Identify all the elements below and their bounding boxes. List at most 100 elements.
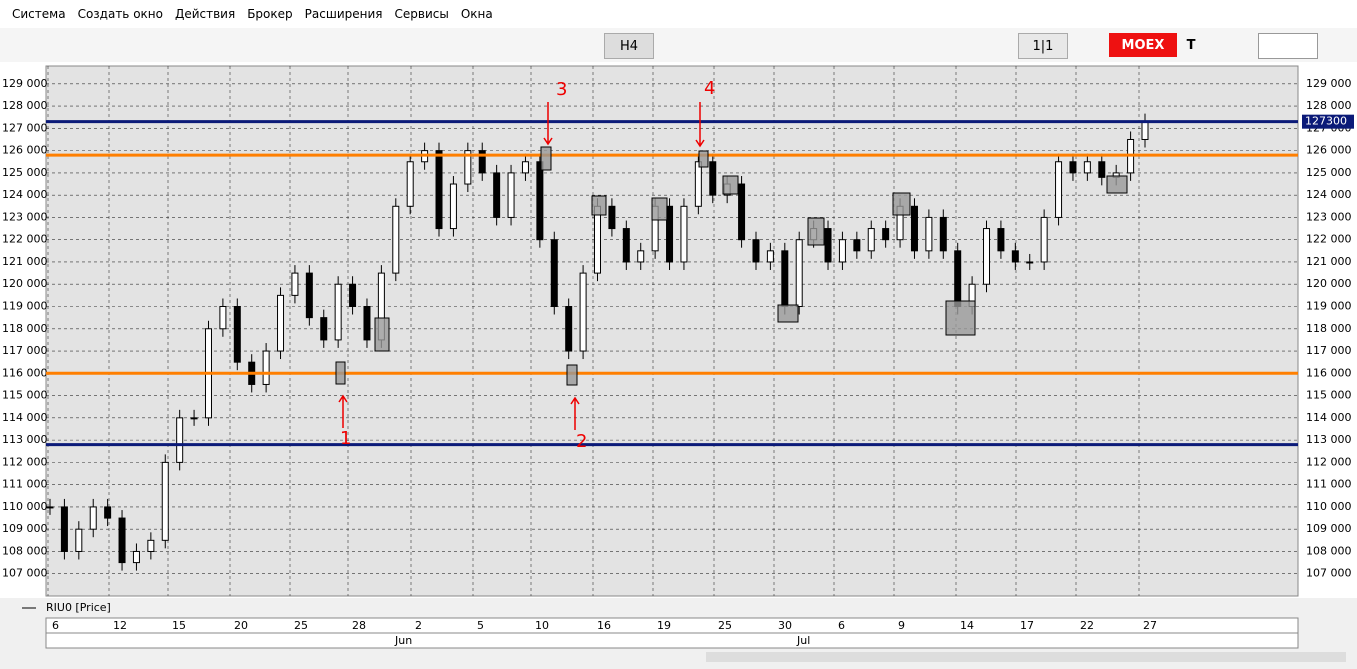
candle (680, 205, 688, 263)
x-tick-label: 17 (1020, 619, 1034, 632)
annotation: 4 (704, 78, 715, 99)
candle (75, 528, 83, 552)
candle (46, 506, 54, 509)
candle (853, 239, 861, 252)
y-tick-label: 114 000 (1306, 411, 1352, 424)
candle (954, 250, 962, 308)
legend: RIU0 [Price] (46, 601, 111, 614)
y-tick-label: 122 000 (2, 233, 48, 246)
candle (622, 228, 630, 263)
candle (637, 250, 645, 263)
candle (1069, 161, 1077, 174)
y-tick-label: 121 000 (2, 255, 48, 268)
candle (478, 150, 486, 174)
y-tick-label: 123 000 (1306, 210, 1352, 223)
x-tick-label: 12 (113, 619, 127, 632)
candle (1083, 161, 1091, 174)
annotation: 3 (556, 79, 567, 100)
t[interactable]: T (1186, 37, 1196, 53)
candle (507, 172, 515, 218)
candle (838, 239, 846, 263)
x-tick-label: 20 (234, 619, 248, 632)
y-tick-label: 124 000 (1306, 188, 1352, 201)
candle (147, 539, 155, 552)
candle (1011, 250, 1019, 263)
candle (132, 550, 140, 564)
y-tick-label: 108 000 (2, 544, 48, 557)
menu-item[interactable]: Действия (174, 7, 236, 21)
x-month-label: Jul (796, 634, 810, 647)
candle (219, 306, 227, 330)
candle (1055, 161, 1063, 218)
menu-item[interactable]: Расширения (304, 7, 383, 21)
y-tick-label: 113 000 (1306, 433, 1352, 446)
candle (104, 506, 112, 519)
y-tick-label: 110 000 (1306, 500, 1352, 513)
menu-item[interactable]: Создать окно (77, 7, 163, 21)
annotation: 2 (576, 431, 587, 452)
x-tick-label: 16 (597, 619, 611, 632)
candle (752, 239, 760, 263)
candle (709, 161, 717, 196)
candle (608, 205, 616, 230)
x-tick-label: 25 (294, 619, 308, 632)
candle (579, 272, 587, 352)
price-tag (1302, 114, 1354, 129)
pager[interactable]: 1|1 (1018, 33, 1068, 59)
y-tick-label: 117 000 (2, 344, 48, 357)
x-tick-label: 19 (657, 619, 671, 632)
y-tick-label: 123 000 (2, 210, 48, 223)
y-tick-label: 122 000 (1306, 233, 1352, 246)
candle (1098, 161, 1106, 178)
candle (925, 216, 933, 252)
candle (406, 161, 414, 207)
menu-item[interactable]: Сервисы (394, 7, 449, 21)
interval[interactable]: H4 (604, 33, 654, 59)
x-tick-label: 14 (960, 619, 974, 632)
y-tick-label: 119 000 (2, 300, 48, 313)
candle (521, 161, 529, 174)
candle (795, 239, 803, 308)
y-tick-label: 108 000 (1306, 544, 1352, 557)
candle (60, 506, 68, 552)
candle (939, 216, 947, 252)
candle (89, 506, 97, 530)
menu-item[interactable]: Окна (460, 7, 493, 21)
candle (363, 306, 371, 341)
y-tick-label: 112 000 (2, 455, 48, 468)
toolbar: H4 1|1 MOEX T (0, 28, 1357, 63)
menu-item[interactable]: Система (12, 7, 66, 21)
candle (882, 228, 890, 241)
y-tick-label: 129 000 (2, 77, 48, 90)
candle (334, 283, 342, 341)
x-tick-label: 30 (778, 619, 792, 632)
x-tick-label: 10 (535, 619, 549, 632)
candle (910, 205, 918, 252)
candle (781, 250, 789, 308)
price-tag-label: 127300 (1305, 115, 1347, 128)
x-tick-label: 28 (352, 619, 366, 632)
candle (190, 417, 198, 420)
y-tick-label: 118 000 (1306, 322, 1352, 335)
arrows (338, 102, 705, 430)
menu-item[interactable]: Брокер (247, 7, 293, 21)
candle (1040, 216, 1048, 263)
input[interactable] (1258, 33, 1318, 59)
candle (176, 417, 184, 463)
candle (392, 205, 400, 274)
highlights (335, 146, 1128, 386)
candle (435, 150, 443, 230)
y-tick-label: 126 000 (2, 144, 48, 157)
y-tick-label: 111 000 (1306, 478, 1352, 491)
candle (449, 183, 457, 230)
candle (997, 228, 1005, 252)
x-tick-label: 15 (172, 619, 186, 632)
y-tick-label: 110 000 (2, 500, 48, 513)
y-tick-label: 115 000 (1306, 389, 1352, 402)
scrollbar[interactable] (706, 652, 1346, 662)
candle (694, 161, 702, 207)
candle (1026, 261, 1034, 264)
candle (666, 205, 674, 263)
moex[interactable]: MOEX (1109, 33, 1177, 57)
candle (291, 272, 299, 296)
